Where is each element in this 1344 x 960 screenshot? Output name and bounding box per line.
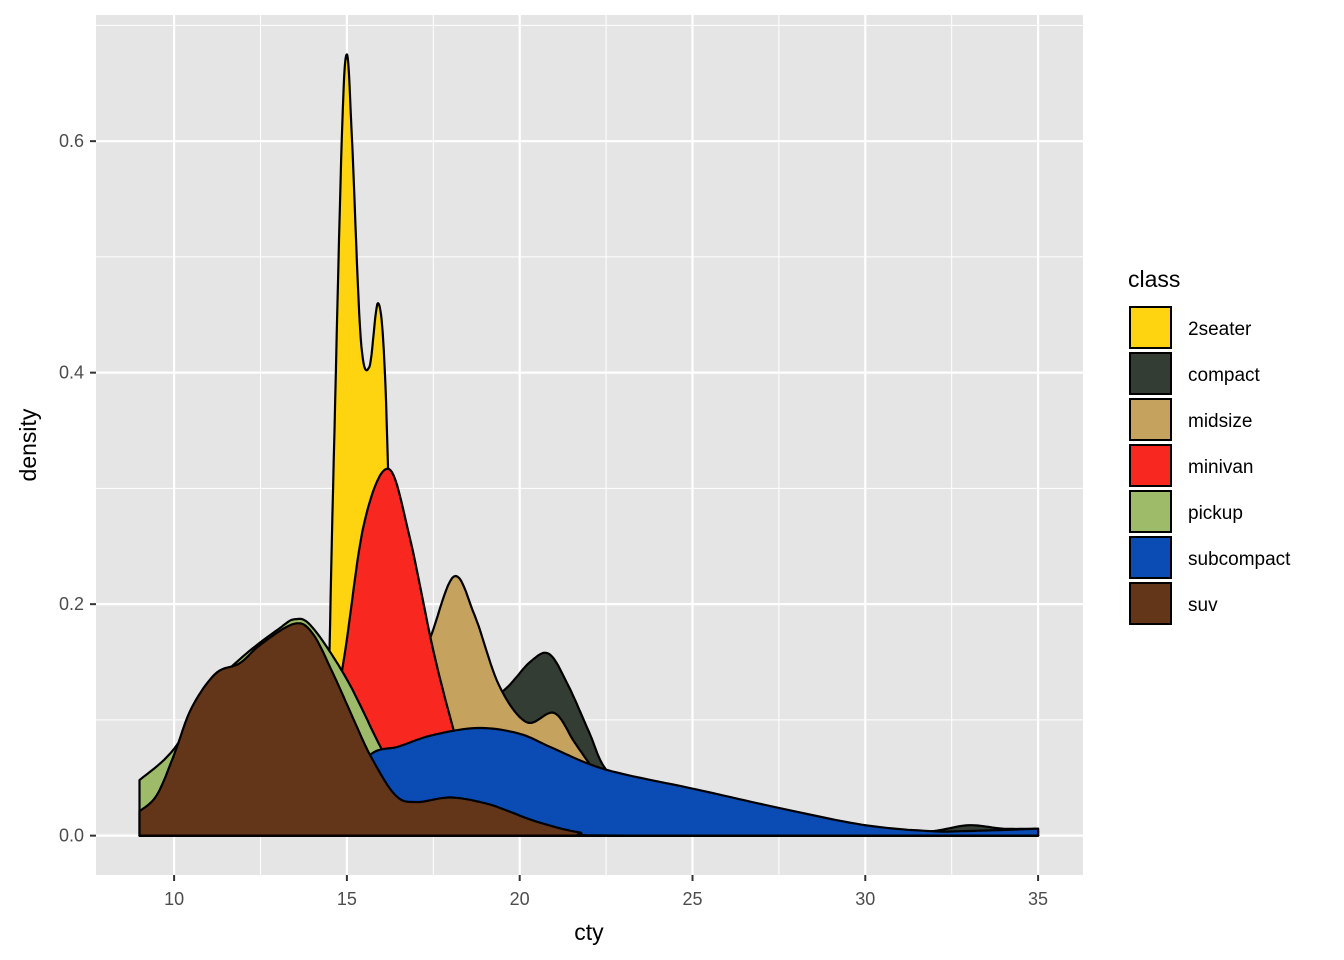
y-axis-title: density [15, 408, 41, 481]
legend-label: midsize [1188, 411, 1252, 432]
x-axis: 10 15 20 25 30 35 [164, 875, 1048, 909]
x-tick-label: 35 [1028, 889, 1048, 909]
density-areas [138, 53, 1040, 837]
x-axis-title: cty [574, 919, 604, 945]
y-tick-label: 0.2 [59, 594, 84, 614]
x-tick-label: 30 [855, 889, 875, 909]
legend-key-minivan [1129, 444, 1172, 487]
legend-label: 2seater [1188, 319, 1252, 340]
legend-key-midsize [1129, 398, 1172, 441]
density-area-suv [138, 622, 1040, 837]
y-tick-label: 0.0 [59, 826, 84, 846]
legend-label: subcompact [1188, 549, 1291, 570]
y-tick-label: 0.4 [59, 363, 84, 383]
x-tick-label: 10 [164, 889, 184, 909]
legend-key-suv [1129, 582, 1172, 625]
legend-key-pickup [1129, 490, 1172, 533]
legend-key-subcompact [1129, 536, 1172, 579]
legend-key-2seater [1129, 306, 1172, 349]
legend: class 2seater compact midsize minivan pickup… [1128, 266, 1291, 625]
legend-key-compact [1129, 352, 1172, 395]
x-tick-label: 25 [682, 889, 702, 909]
legend-label: compact [1188, 365, 1261, 386]
x-tick-label: 15 [337, 889, 357, 909]
y-tick-label: 0.6 [59, 131, 84, 151]
legend-label: suv [1188, 595, 1218, 616]
legend-title: class [1128, 266, 1180, 292]
y-axis: 0.0 0.2 0.4 0.6 [59, 131, 96, 846]
legend-label: pickup [1188, 503, 1243, 524]
legend-label: minivan [1188, 457, 1253, 478]
x-tick-label: 20 [510, 889, 530, 909]
